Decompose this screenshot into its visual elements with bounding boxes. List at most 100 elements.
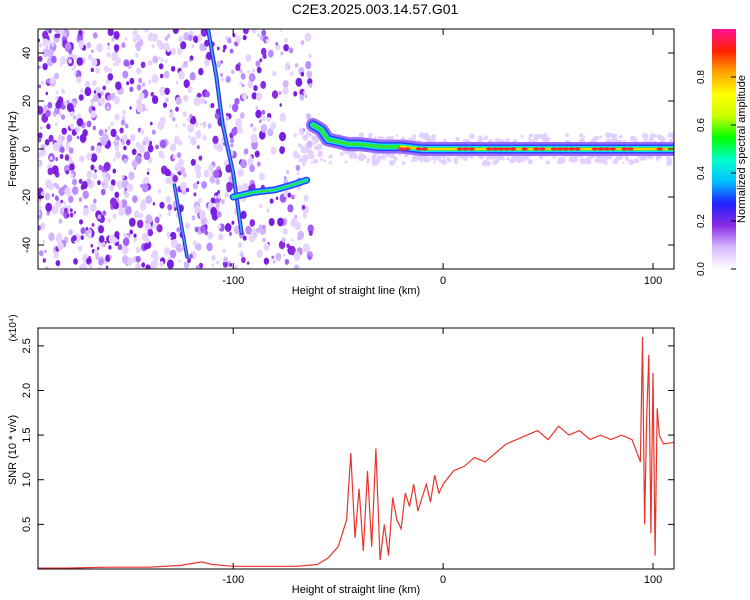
spectrogram-noise-blob [86, 257, 92, 265]
spectrogram-noise-blob [241, 256, 246, 264]
spectrogram-noise-blob [284, 64, 290, 71]
spectrogram-noise-blob [189, 253, 193, 259]
spectrogram-noise-blob [107, 46, 111, 50]
spectrogram-halo-blob [628, 159, 635, 166]
spectrogram-noise-blob [230, 143, 234, 148]
spectrogram-noise-blob [122, 110, 126, 115]
spectrogram-noise-blob [250, 123, 254, 128]
spectrogram-noise-blob [267, 128, 274, 137]
spectrogram-noise-blob [52, 142, 60, 152]
spectrogram-noise-blob [225, 116, 230, 121]
spectrogram-noise-blob [255, 60, 261, 67]
spectrogram-noise-blob [38, 211, 41, 216]
spectrogram-noise-blob [182, 172, 187, 178]
spectrogram-halo-blob [366, 160, 370, 164]
spectrogram-noise-blob [58, 112, 62, 117]
spectrogram-noise-blob [109, 184, 114, 192]
spectrogram-noise-blob [54, 122, 58, 127]
spectrogram-noise-blob [151, 129, 156, 135]
spectrogram-noise-blob [94, 169, 97, 173]
spectrogram-noise-blob [196, 171, 202, 179]
spectrogram-noise-blob [105, 254, 111, 262]
spectrogram-noise-blob [206, 242, 213, 252]
spectrogram-noise-blob [277, 217, 284, 227]
spectrogram-noise-blob [42, 48, 50, 58]
spectrogram-noise-blob [96, 246, 100, 251]
spectrogram-halo-blob [565, 133, 569, 137]
spectrogram-noise-blob [159, 139, 167, 149]
spectrogram-noise-blob [135, 42, 140, 49]
spectrogram-noise-blob [123, 232, 126, 237]
spectrogram-noise-blob [48, 52, 52, 57]
spectrogram-noise-blob [97, 180, 101, 186]
spectrogram-noise-blob [300, 128, 304, 133]
spectrogram-noise-blob [121, 42, 126, 48]
spectrogram-noise-blob [54, 72, 59, 80]
spectrogram-noise-blob [128, 171, 135, 180]
spectrogram-noise-blob [98, 129, 104, 137]
spectrogram-peak-blob [456, 147, 464, 151]
spectrogram-peak-blob [656, 147, 663, 151]
spectrogram-noise-blob [167, 204, 173, 211]
spectrogram-noise-blob [199, 43, 206, 52]
spectrogram-noise-blob [220, 77, 224, 82]
spectrogram-noise-blob [49, 76, 56, 84]
spectrogram-noise-blob [121, 115, 126, 121]
spectrogram-noise-blob [77, 245, 83, 252]
spectrogram-noise-blob [279, 146, 285, 155]
spectrogram-noise-blob [287, 192, 292, 198]
spectrogram-noise-blob [66, 213, 70, 218]
spectrogram-noise-blob [159, 201, 165, 209]
spectrogram-noise-blob [213, 169, 220, 179]
spectrogram-noise-blob [234, 97, 240, 105]
spectrogram-noise-blob [82, 190, 89, 199]
spectrogram-noise-blob [192, 182, 198, 190]
spectrogram-halo-blob [347, 150, 352, 156]
spectrogram-halo-blob [542, 135, 547, 141]
spectrogram-halo-blob [318, 150, 324, 156]
spectrogram-noise-blob [100, 188, 106, 196]
spectrogram-noise-blob [223, 44, 227, 50]
spectrogram-halo-blob [603, 160, 608, 165]
spectrogram-noise-blob [83, 253, 87, 257]
spectrogram-peak-blob [486, 147, 493, 151]
spectrogram-noise-blob [222, 260, 228, 268]
spectrogram-noise-blob [242, 84, 245, 88]
spectrogram-noise-blob [167, 211, 172, 217]
spectrogram-noise-blob [280, 51, 284, 56]
spectrogram-noise-blob [90, 153, 98, 163]
spectrogram-halo-blob [612, 158, 619, 165]
spectrogram-noise-blob [217, 190, 221, 194]
spectrogram-noise-blob [151, 74, 159, 84]
spectrogram-noise-blob [92, 173, 98, 180]
spectrogram-noise-blob [170, 65, 176, 72]
spectrogram-noise-blob [95, 254, 100, 261]
spectrogram-noise-blob [98, 266, 102, 269]
spectrogram-noise-blob [247, 157, 254, 166]
spectrogram-noise-blob [185, 222, 191, 230]
spectrogram-noise-blob [193, 96, 201, 107]
spectrogram-noise-blob [217, 194, 221, 199]
spectrogram-noise-blob [78, 94, 84, 101]
spectrogram-noise-blob [210, 102, 215, 109]
spectrogram-noise-blob [176, 152, 182, 159]
spectrogram-halo-blob [591, 138, 597, 144]
spectrogram-noise-blob [139, 212, 144, 219]
spectrogram-noise-blob [135, 34, 141, 42]
spectrogram-noise-blob [102, 133, 109, 143]
spectrogram-noise-blob [98, 225, 104, 234]
spectrogram-noise-blob [113, 158, 116, 162]
spectrogram-noise-blob [66, 134, 73, 142]
spectrogram-noise-blob [187, 34, 193, 42]
spectrogram-noise-blob [87, 232, 92, 239]
spectrogram-noise-blob [39, 222, 46, 231]
spectrogram-peak-blob [421, 147, 428, 151]
spectrogram-noise-blob [43, 104, 48, 111]
spectrogram-noise-blob [156, 224, 163, 233]
spectrogram-noise-blob [306, 113, 311, 120]
spectrogram-noise-blob [91, 223, 95, 227]
spectrogram-noise-blob [255, 227, 260, 234]
spectrogram-noise-blob [143, 151, 151, 161]
spectrogram-noise-blob [82, 207, 89, 216]
spectrogram-noise-blob [180, 41, 187, 50]
